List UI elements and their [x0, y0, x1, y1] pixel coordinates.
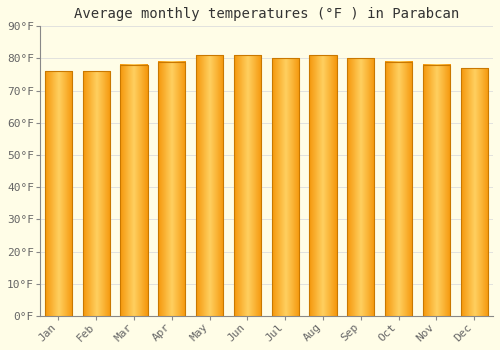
Bar: [120, 65, 148, 316]
Bar: [82, 71, 110, 316]
Bar: [347, 58, 374, 316]
Bar: [460, 68, 488, 316]
Bar: [234, 55, 261, 316]
Bar: [385, 62, 412, 316]
Bar: [196, 55, 223, 316]
Bar: [272, 58, 299, 316]
Title: Average monthly temperatures (°F ) in Parabcan: Average monthly temperatures (°F ) in Pa…: [74, 7, 459, 21]
Bar: [45, 71, 72, 316]
Bar: [423, 65, 450, 316]
Bar: [158, 62, 186, 316]
Bar: [310, 55, 336, 316]
